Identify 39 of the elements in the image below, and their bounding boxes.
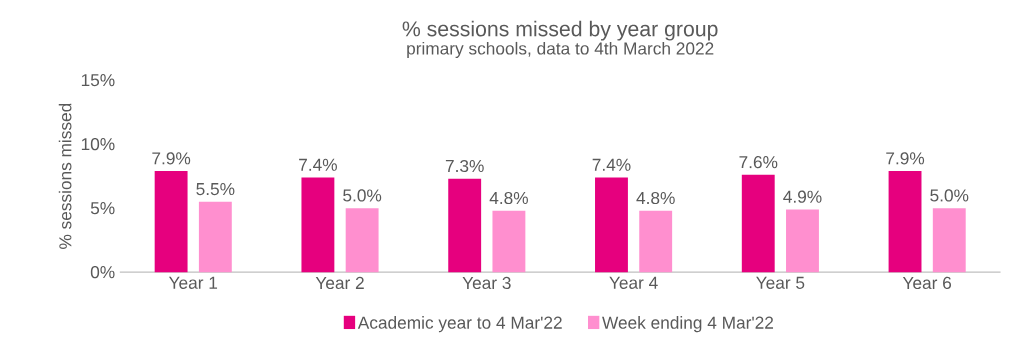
bar [448, 178, 482, 273]
data-label: 4.8% [636, 191, 675, 205]
x-tick-label: Year 6 [902, 276, 952, 289]
bar [595, 177, 628, 273]
y-tick-label: 15% [81, 73, 115, 87]
bar [492, 210, 526, 273]
chart-title: % sessions missed by year group [402, 20, 718, 41]
x-tick-label: Year 1 [168, 276, 218, 289]
data-label: 7.4% [299, 158, 337, 171]
data-label: 7.3% [445, 159, 484, 173]
bar [198, 201, 232, 273]
data-label: 4.8% [489, 191, 528, 205]
bar [888, 170, 922, 273]
y-tick-label: 0% [90, 265, 115, 279]
bar [932, 208, 966, 273]
bar [786, 209, 819, 273]
data-label: 7.4% [592, 158, 631, 171]
data-label: 4.9% [783, 190, 822, 203]
bar [345, 208, 379, 273]
bar [154, 170, 188, 273]
legend-label: Academic year to 4 Mar'22 [357, 316, 562, 333]
y-tick-label: 5% [90, 201, 115, 215]
y-axis-title: % sessions missed [58, 103, 72, 249]
bar [301, 177, 335, 273]
y-tick-label: 10% [81, 137, 115, 151]
data-label: 7.9% [886, 152, 925, 165]
data-label: 5.5% [196, 182, 235, 196]
x-tick-label: Year 5 [756, 276, 805, 289]
legend-label: Week ending 4 Mar'22 [602, 316, 774, 333]
data-label: 7.6% [739, 155, 778, 169]
x-tick-label: Year 2 [315, 276, 364, 289]
bar [639, 210, 673, 273]
data-label: 5.0% [930, 189, 969, 202]
x-tick-label: Year 4 [609, 276, 658, 289]
data-label: 7.9% [152, 152, 191, 165]
data-label: 5.0% [343, 189, 382, 202]
chart-subtitle: primary schools, data to 4th March 2022 [407, 41, 714, 58]
bar [741, 174, 775, 273]
x-tick-label: Year 3 [462, 276, 511, 289]
